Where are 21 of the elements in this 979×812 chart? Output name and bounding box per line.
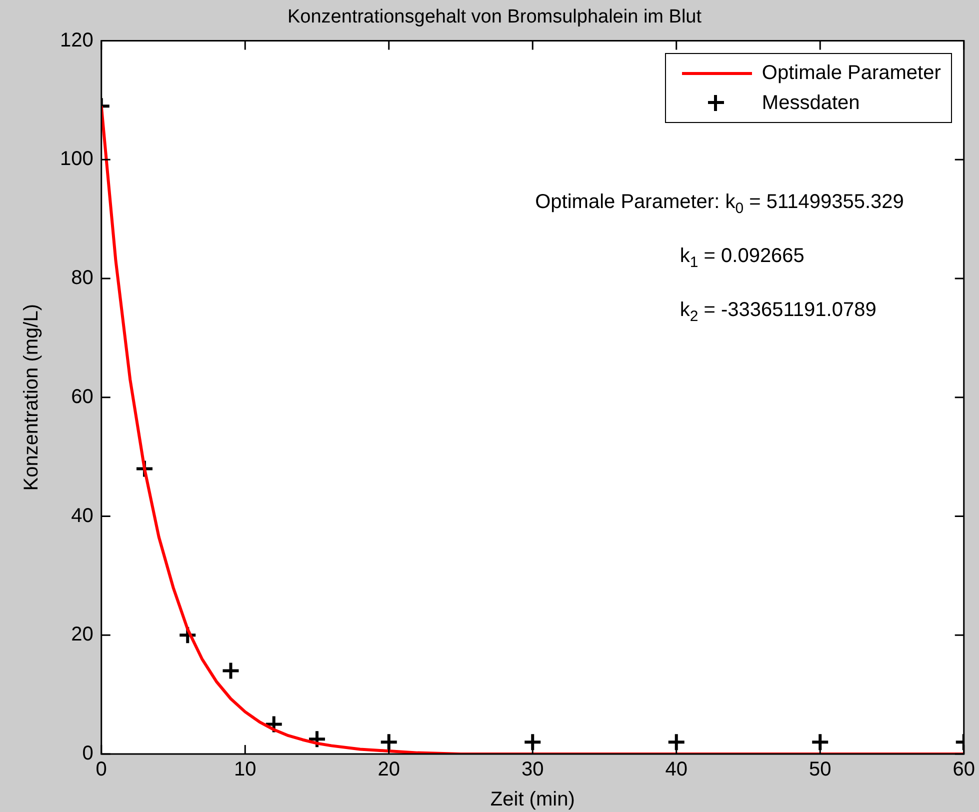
y-tick-label: 0 [82, 742, 94, 765]
x-tick-label: 30 [522, 758, 544, 781]
annotation: Optimale Parameter: k$_{0}$ = 511499355.329 [535, 190, 904, 217]
y-tick-label: 40 [71, 504, 94, 527]
chart-title: Konzentrationsgehalt von Bromsulphalein im Blut [287, 6, 702, 28]
x-tick-label: 60 [952, 758, 975, 781]
x-tick-label: 20 [378, 758, 400, 781]
y-axis-title: Konzentration (mg/L) [20, 304, 43, 491]
x-axis-title: Zeit (min) [490, 788, 575, 811]
y-tick-label: 20 [71, 624, 94, 646]
y-tick-label: 100 [60, 148, 94, 170]
x-tick-label: 40 [665, 758, 688, 781]
annotation: k$_{2}$ = -333651191.0789 [680, 298, 876, 325]
y-tick-label: 80 [71, 267, 94, 290]
x-tick-label: 50 [809, 758, 832, 781]
y-tick-label: 120 [60, 29, 94, 52]
y-tick-label: 60 [71, 386, 94, 408]
annotation: k$_{1}$ = 0.092665 [680, 244, 804, 271]
x-tick-label: 10 [234, 758, 256, 781]
legend-label: Messdaten [762, 90, 860, 116]
legend-label: Optimale Parameter [762, 60, 941, 86]
